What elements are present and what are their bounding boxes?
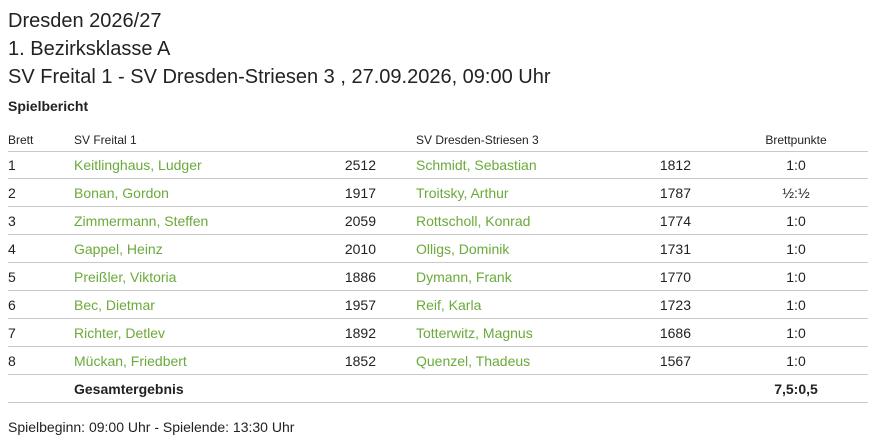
home-rating: 1852: [344, 353, 376, 369]
column-header: SV Freital 1: [74, 133, 137, 147]
away-player[interactable]: Schmidt, Sebastian: [416, 157, 537, 173]
column-header: SV Dresden-Striesen 3: [416, 133, 539, 147]
away-player[interactable]: Reif, Karla: [416, 297, 482, 313]
board-points: 1:0: [786, 213, 806, 229]
row-divider: [8, 402, 868, 403]
away-rating: 1812: [659, 157, 691, 173]
away-player[interactable]: Olligs, Dominik: [416, 241, 510, 257]
away-rating: 1723: [659, 297, 691, 313]
home-rating: 2512: [344, 157, 376, 173]
board-number: 3: [8, 213, 16, 229]
away-player[interactable]: Dymann, Frank: [416, 269, 512, 285]
board-points: 1:0: [786, 353, 806, 369]
row-divider: [8, 290, 868, 291]
home-rating: 1892: [344, 325, 376, 341]
board-number: 6: [8, 297, 16, 313]
board-points: 1:0: [786, 297, 806, 313]
away-rating: 1774: [659, 213, 691, 229]
league-title: 1. Bezirksklasse A: [8, 38, 171, 60]
total-label: Gesamtergebnis: [74, 381, 184, 397]
away-player[interactable]: Totterwitz, Magnus: [416, 325, 533, 341]
home-player[interactable]: Gappel, Heinz: [74, 241, 163, 257]
home-rating: 1917: [344, 185, 376, 201]
row-divider: [8, 262, 868, 263]
row-divider: [8, 374, 868, 375]
row-divider: [8, 178, 868, 179]
board-points: 1:0: [786, 325, 806, 341]
board-number: 8: [8, 353, 16, 369]
home-player[interactable]: Richter, Detlev: [74, 325, 166, 341]
away-rating: 1731: [659, 241, 691, 257]
board-points: 1:0: [786, 269, 806, 285]
column-header: Brettpunkte: [765, 133, 827, 147]
home-player[interactable]: Preißler, Viktoria: [74, 269, 177, 285]
board-points: 1:0: [786, 157, 806, 173]
home-player[interactable]: Bonan, Gordon: [74, 185, 169, 201]
away-player[interactable]: Troitsky, Arthur: [416, 185, 509, 201]
board-number: 1: [8, 157, 16, 173]
row-divider: [8, 346, 868, 347]
away-player[interactable]: Quenzel, Thadeus: [416, 353, 531, 369]
board-number: 5: [8, 269, 16, 285]
home-player[interactable]: Bec, Dietmar: [74, 297, 155, 313]
home-player[interactable]: Zimmermann, Steffen: [74, 213, 209, 229]
row-divider: [8, 234, 868, 235]
home-player[interactable]: Keitlinghaus, Ludger: [74, 157, 202, 173]
board-number: 4: [8, 241, 16, 257]
home-rating: 2010: [344, 241, 376, 257]
row-divider: [8, 206, 868, 207]
home-rating: 2059: [344, 213, 376, 229]
board-points: 1:0: [786, 241, 806, 257]
section-title: Spielbericht: [8, 98, 89, 114]
away-rating: 1770: [659, 269, 691, 285]
home-player[interactable]: Mückan, Friedbert: [74, 353, 187, 369]
row-divider: [8, 318, 868, 319]
row-divider: [8, 151, 868, 152]
match-title: SV Freital 1 - SV Dresden-Striesen 3 , 2…: [8, 66, 551, 88]
board-points: ½:½: [782, 185, 810, 201]
home-rating: 1957: [344, 297, 376, 313]
away-player[interactable]: Rottscholl, Konrad: [416, 213, 531, 229]
column-header: Brett: [8, 133, 34, 147]
total-result: 7,5:0,5: [774, 381, 818, 397]
season-title: Dresden 2026/27: [8, 10, 162, 32]
board-number: 2: [8, 185, 16, 201]
away-rating: 1686: [659, 325, 691, 341]
away-rating: 1787: [659, 185, 691, 201]
home-rating: 1886: [344, 269, 376, 285]
footer-times: Spielbeginn: 09:00 Uhr - Spielende: 13:3…: [8, 419, 295, 435]
away-rating: 1567: [659, 353, 691, 369]
board-number: 7: [8, 325, 16, 341]
